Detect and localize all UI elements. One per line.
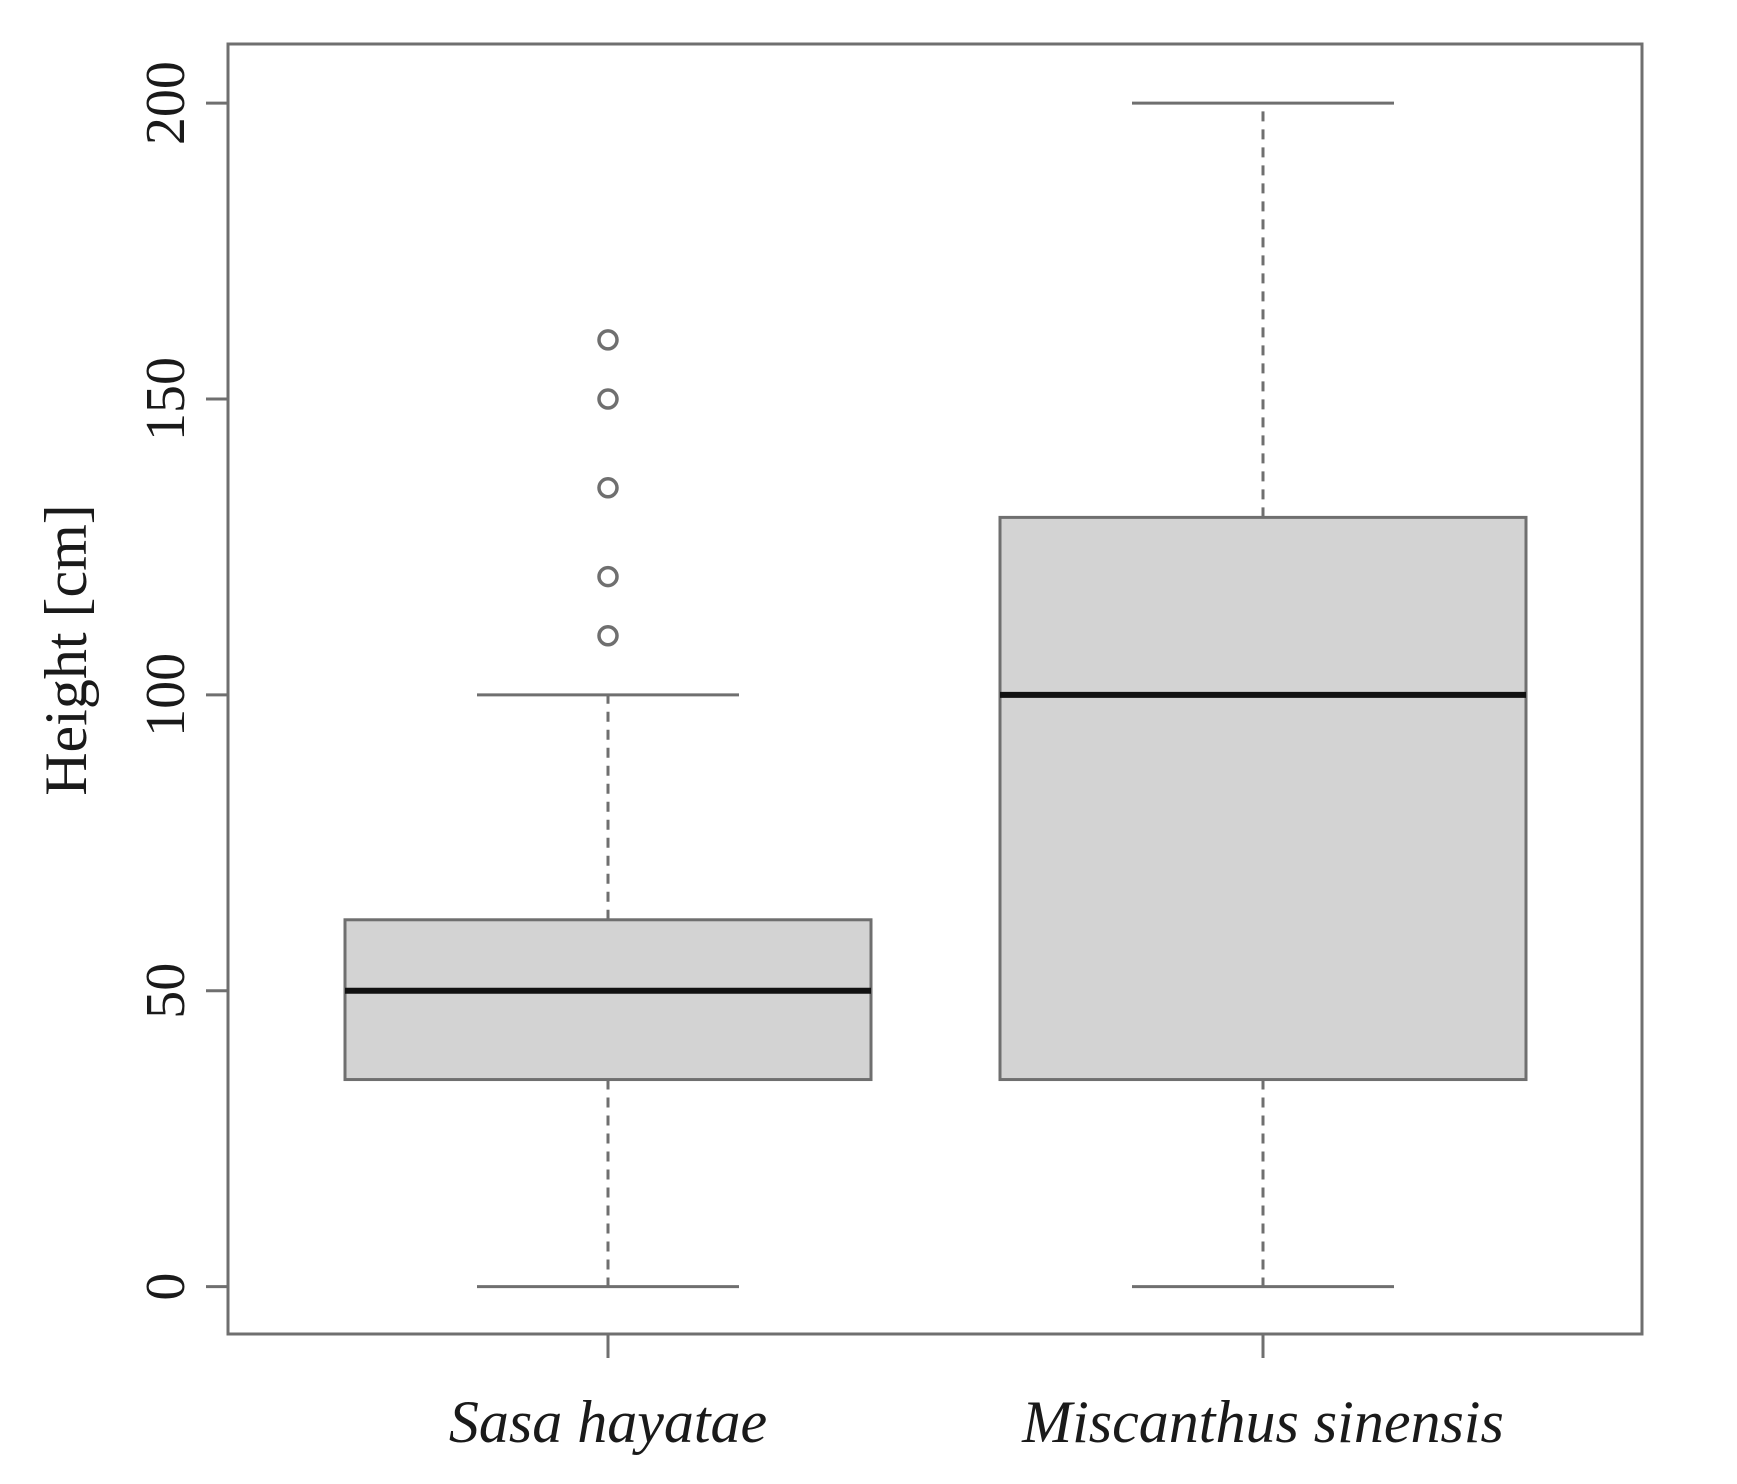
- y-axis: 0 50 100 150 200: [135, 61, 230, 1301]
- x-tick-label: Sasa hayatae: [449, 1389, 767, 1455]
- x-axis: Sasa hayatae Miscanthus sinensis: [449, 1334, 1504, 1455]
- y-tick-label: 0: [135, 1273, 197, 1301]
- outlier-point: [597, 565, 619, 588]
- y-tick-label: 200: [135, 61, 197, 145]
- boxes: [343, 101, 1528, 1289]
- iqr-box: [998, 515, 1528, 1082]
- outlier-point: [597, 329, 619, 351]
- y-tick-label: 100: [135, 653, 197, 737]
- outlier-point: [597, 624, 619, 647]
- y-axis-label: Height [cm]: [33, 504, 99, 796]
- outlier-point: [597, 388, 619, 410]
- outlier-point: [597, 477, 619, 499]
- y-tick-label: 50: [135, 963, 197, 1019]
- iqr-box: [343, 918, 873, 1082]
- box-group: [998, 101, 1528, 1289]
- y-tick-label: 150: [135, 357, 197, 441]
- x-tick-label: Miscanthus sinensis: [1021, 1389, 1504, 1455]
- box-group: [343, 329, 873, 1289]
